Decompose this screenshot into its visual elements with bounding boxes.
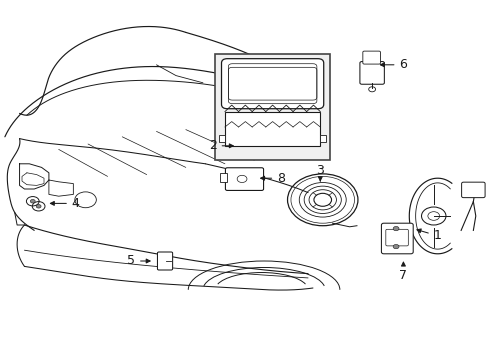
Text: 1: 1: [416, 229, 441, 242]
Bar: [220, 173, 227, 182]
Text: 5: 5: [127, 255, 150, 267]
Bar: [215, 54, 329, 160]
Bar: [224, 112, 320, 146]
Text: 4: 4: [50, 197, 80, 210]
Bar: [320, 135, 325, 142]
Text: 3: 3: [316, 165, 324, 181]
Bar: [219, 135, 224, 142]
FancyBboxPatch shape: [385, 229, 407, 246]
Text: 6: 6: [380, 58, 407, 71]
Circle shape: [36, 204, 41, 208]
FancyBboxPatch shape: [157, 252, 172, 270]
FancyBboxPatch shape: [461, 182, 484, 198]
FancyBboxPatch shape: [225, 168, 263, 190]
Circle shape: [392, 244, 398, 249]
Circle shape: [30, 199, 35, 203]
Text: 7: 7: [399, 262, 407, 282]
Circle shape: [392, 226, 398, 231]
FancyBboxPatch shape: [359, 62, 384, 84]
Text: 2: 2: [208, 139, 233, 152]
FancyBboxPatch shape: [221, 59, 323, 109]
FancyBboxPatch shape: [362, 51, 380, 64]
FancyBboxPatch shape: [381, 223, 412, 254]
Text: 8: 8: [260, 172, 285, 185]
